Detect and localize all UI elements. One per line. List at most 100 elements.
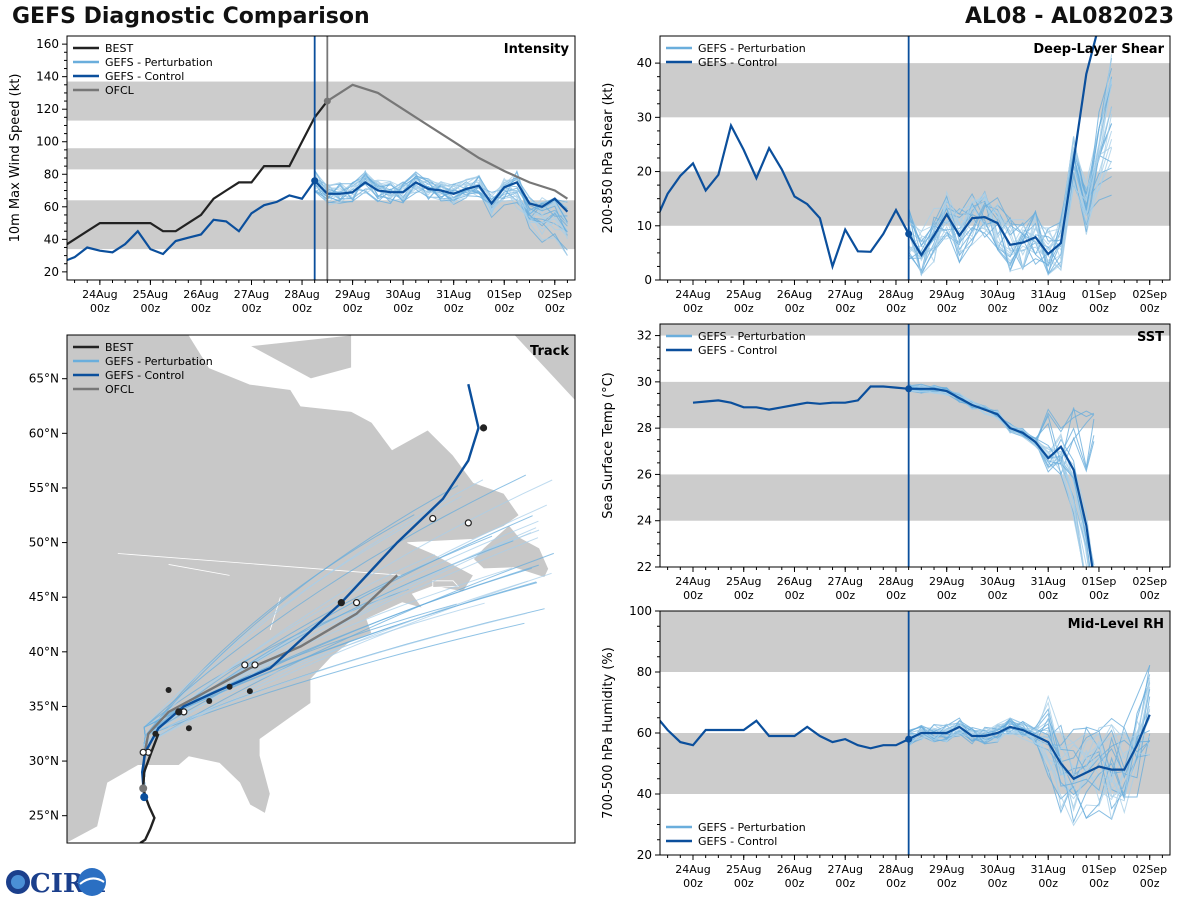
panel-intensity: 2040608010012014016024Aug00z25Aug00z26Au… — [8, 35, 576, 315]
lat-tick-label: 25°N — [29, 809, 59, 823]
series-best — [67, 100, 329, 246]
legend-entry: GEFS - Control — [698, 344, 777, 357]
x-tick-day: 02Sep — [537, 288, 572, 301]
x-tick-day: 31Aug — [1030, 575, 1065, 588]
x-tick-hour: 00z — [393, 302, 413, 315]
x-tick-day: 28Aug — [878, 863, 913, 876]
shade-band — [660, 63, 1170, 118]
legend-entry: OFCL — [105, 383, 135, 396]
x-tick-hour: 00z — [1140, 877, 1160, 890]
y-axis-label: 700-500 hPa Humidity (%) — [601, 647, 616, 819]
x-tick-hour: 00z — [683, 302, 703, 315]
y-axis-label: Sea Surface Temp (°C) — [601, 372, 616, 519]
x-tick-day: 25Aug — [726, 288, 761, 301]
panel-shear: 01020304024Aug00z25Aug00z26Aug00z27Aug00… — [601, 35, 1171, 315]
y-tick-label: 60 — [637, 726, 652, 740]
y-axis-label: 10m Max Wind Speed (kt) — [8, 74, 23, 243]
init-point — [905, 385, 913, 393]
perturbation-line — [908, 674, 1151, 771]
storm-id: AL08 - AL082023 — [965, 4, 1174, 29]
map-frame — [66, 334, 576, 844]
perturbation-line — [908, 723, 1150, 800]
plot-frame — [659, 323, 1171, 568]
x-tick-hour: 00z — [785, 589, 805, 602]
x-tick-hour: 00z — [988, 877, 1008, 890]
perturbation-line — [908, 57, 1113, 264]
x-tick-day: 30Aug — [980, 288, 1015, 301]
x-tick-hour: 00z — [886, 589, 906, 602]
y-tick-label: 40 — [637, 787, 652, 801]
landmass — [513, 335, 575, 402]
control-point — [429, 514, 437, 523]
x-tick-day: 01Sep — [1082, 288, 1117, 301]
x-tick-hour: 00z — [835, 302, 855, 315]
panel-title: Deep-Layer Shear — [1033, 42, 1164, 57]
y-tick-label: 80 — [44, 167, 59, 181]
init-point — [311, 177, 319, 185]
x-tick-day: 25Aug — [726, 575, 761, 588]
y-tick-label: 22 — [637, 560, 652, 574]
legend-entry: GEFS - Perturbation — [698, 330, 806, 343]
shade-band — [67, 148, 575, 170]
x-tick-day: 29Aug — [929, 288, 964, 301]
perturbation-line — [314, 173, 568, 236]
legend-entry: GEFS - Control — [698, 56, 777, 69]
perturbation-line — [908, 677, 1151, 760]
x-tick-hour: 00z — [292, 302, 312, 315]
border-line — [168, 564, 230, 576]
perturbation-line — [908, 80, 1113, 251]
x-tick-hour: 00z — [886, 877, 906, 890]
x-tick-day: 30Aug — [385, 288, 420, 301]
control-point — [175, 708, 183, 716]
x-tick-day: 28Aug — [878, 288, 913, 301]
plot-area — [67, 81, 575, 262]
control-point — [479, 424, 488, 432]
best-point — [226, 683, 233, 690]
y-tick-label: 100 — [629, 604, 652, 618]
lat-tick-label: 35°N — [29, 699, 59, 713]
ofcl-point — [352, 599, 361, 607]
y-tick-label: 80 — [637, 665, 652, 679]
x-tick-hour: 00z — [886, 302, 906, 315]
legend-entry: GEFS - Control — [698, 835, 777, 848]
y-tick-label: 20 — [637, 848, 652, 862]
x-tick-hour: 00z — [734, 302, 754, 315]
control-point — [139, 748, 147, 756]
series-gefs-control — [67, 179, 569, 262]
legend-entry: GEFS - Perturbation — [698, 821, 806, 834]
x-tick-day: 01Sep — [1082, 863, 1117, 876]
x-tick-day: 02Sep — [1132, 575, 1167, 588]
panel-title: Intensity — [504, 42, 570, 57]
y-tick-label: 40 — [637, 56, 652, 70]
legend-entry: GEFS - Control — [105, 369, 184, 382]
shade-band — [67, 200, 575, 250]
control-point — [241, 661, 249, 669]
x-tick-hour: 00z — [835, 589, 855, 602]
y-tick-label: 100 — [36, 135, 59, 149]
x-tick-hour: 00z — [1140, 589, 1160, 602]
x-tick-day: 24Aug — [675, 575, 710, 588]
panel-title: SST — [1137, 330, 1164, 345]
legend-entry: BEST — [105, 341, 133, 354]
y-tick-label: 20 — [44, 265, 59, 279]
landmass — [472, 524, 550, 578]
x-tick-hour: 00z — [683, 877, 703, 890]
y-tick-label: 32 — [637, 329, 652, 343]
perturbation-line — [908, 719, 1150, 792]
ofcl-point — [251, 661, 259, 669]
panel-track: 25°N 30°N 35°N 40°N 45°N 50°N 55°N 60°N 65°N Trac… — [29, 334, 576, 844]
x-tick-day: 01Sep — [1082, 575, 1117, 588]
x-tick-day: 27Aug — [827, 575, 862, 588]
best-point — [152, 730, 159, 737]
x-tick-hour: 00z — [785, 877, 805, 890]
x-tick-day: 24Aug — [675, 863, 710, 876]
ofcl-init-position — [139, 784, 148, 793]
panel-sst: 22242628303224Aug00z25Aug00z26Aug00z27Au… — [601, 323, 1171, 602]
lat-tick-label: 40°N — [29, 645, 59, 659]
x-tick-hour: 00z — [90, 302, 110, 315]
series-gefs-control — [660, 36, 1098, 271]
y-tick-label: 140 — [36, 70, 59, 84]
perturbation-line — [314, 171, 568, 217]
perturbation-line — [314, 175, 568, 235]
